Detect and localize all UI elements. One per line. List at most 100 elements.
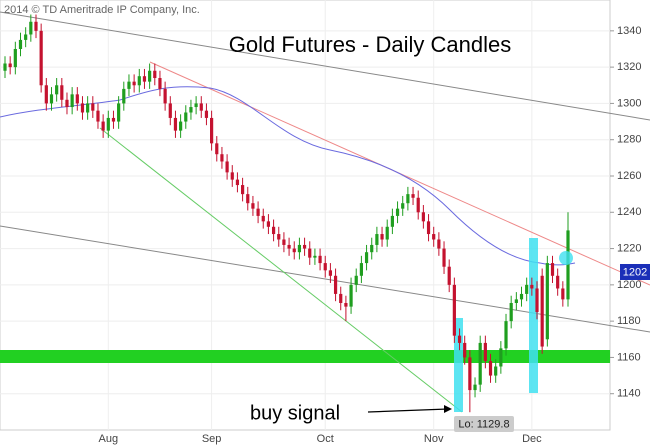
support-band: [0, 350, 610, 363]
candle-body: [111, 117, 116, 122]
candle-body: [426, 221, 431, 235]
candle-body: [385, 226, 389, 240]
candle-body: [380, 234, 384, 240]
candle-body: [401, 203, 405, 209]
candle-body: [55, 85, 59, 95]
highlight-circle: [559, 251, 573, 265]
candle-body: [437, 239, 441, 249]
candle-body: [3, 63, 7, 71]
highlight: [454, 318, 463, 412]
candle-body: [468, 357, 472, 391]
y-tick-label: 1200: [617, 279, 641, 291]
candle-body: [287, 244, 291, 249]
candle-body: [86, 103, 90, 113]
candle-body: [308, 248, 312, 258]
candle-body: [184, 112, 188, 122]
candle-body: [292, 248, 296, 253]
candle-body: [210, 117, 214, 144]
candle-body: [406, 194, 410, 204]
arrow: [367, 408, 449, 413]
candle-body: [44, 85, 48, 104]
candle-body: [519, 293, 524, 300]
candle-body: [411, 194, 415, 198]
candle-body: [416, 197, 420, 213]
y-tick-label: 1280: [617, 134, 641, 146]
candle-body: [18, 39, 23, 49]
candle-body: [504, 321, 508, 349]
candle-body: [339, 293, 343, 303]
candle-body: [91, 103, 95, 111]
candle-body: [225, 161, 229, 173]
candle-body: [194, 103, 198, 108]
candle-body: [333, 275, 338, 294]
x-tick-label: Nov: [424, 433, 444, 445]
candle-body: [163, 88, 167, 104]
candle-body: [478, 342, 482, 385]
candle-body: [127, 81, 131, 89]
x-tick-label: Dec: [522, 433, 542, 445]
candle-body: [29, 21, 33, 35]
chart-title: Gold Futures - Daily Candles: [229, 32, 511, 57]
candle-body: [473, 384, 477, 391]
watermark: 2014 © TD Ameritrade IP Company, Inc.: [4, 4, 200, 16]
candle-body: [199, 103, 203, 111]
candle-body: [220, 154, 224, 162]
candle-body: [271, 226, 276, 235]
candle-body: [215, 143, 219, 155]
highlight: [529, 238, 538, 393]
candle-body: [556, 275, 560, 289]
candle-body: [148, 70, 152, 82]
y-tick-label: 1140: [617, 388, 641, 400]
candle-body: [328, 270, 333, 276]
candle-body: [375, 234, 379, 245]
y-tick-label: 1260: [617, 170, 641, 182]
y-tick-label: 1240: [617, 206, 641, 218]
candle-body: [240, 185, 245, 195]
candle-body: [266, 221, 271, 227]
candle-body: [179, 121, 183, 131]
candle-body: [535, 288, 539, 313]
annotation: Lo: 1129.8: [458, 418, 509, 430]
price-box: [620, 264, 650, 280]
candle-body: [566, 230, 570, 300]
label-box: [454, 416, 514, 432]
candle-body: [70, 94, 74, 108]
candles: [3, 14, 570, 413]
candle-body: [323, 263, 327, 271]
candle-body: [525, 284, 529, 294]
candle-body: [277, 234, 281, 240]
y-tick-label: 1340: [617, 25, 641, 37]
candle-body: [101, 121, 105, 131]
candle-body: [457, 335, 462, 343]
candle-body: [390, 215, 394, 227]
candle-body: [550, 263, 555, 276]
candle-body: [230, 172, 234, 180]
candle-body: [318, 255, 322, 264]
channel-upper: [0, 11, 650, 121]
candle-body: [13, 48, 17, 68]
candle-body: [34, 21, 38, 31]
candle-body: [364, 252, 369, 264]
candle-body: [463, 342, 467, 358]
candle-body: [282, 239, 286, 245]
candle-body: [106, 117, 110, 131]
candle-body: [235, 179, 240, 186]
candle-body: [313, 255, 317, 258]
candle-body: [561, 288, 565, 300]
candle-body: [256, 208, 260, 216]
candle-body: [488, 361, 493, 376]
y-tick-label: 1300: [617, 97, 641, 109]
candle-body: [395, 208, 400, 216]
candle-body: [530, 284, 534, 289]
y-tick-label: 1320: [617, 61, 641, 73]
candle-body: [359, 263, 363, 276]
candle-body: [65, 99, 69, 108]
candle-body: [153, 70, 157, 79]
candle-body: [24, 34, 28, 40]
trendline-green: [99, 127, 463, 413]
candle-body: [344, 302, 348, 307]
candle-body: [302, 244, 307, 249]
candle-body: [421, 212, 425, 222]
candle-body: [442, 248, 446, 267]
x-tick-label: Aug: [99, 433, 119, 445]
